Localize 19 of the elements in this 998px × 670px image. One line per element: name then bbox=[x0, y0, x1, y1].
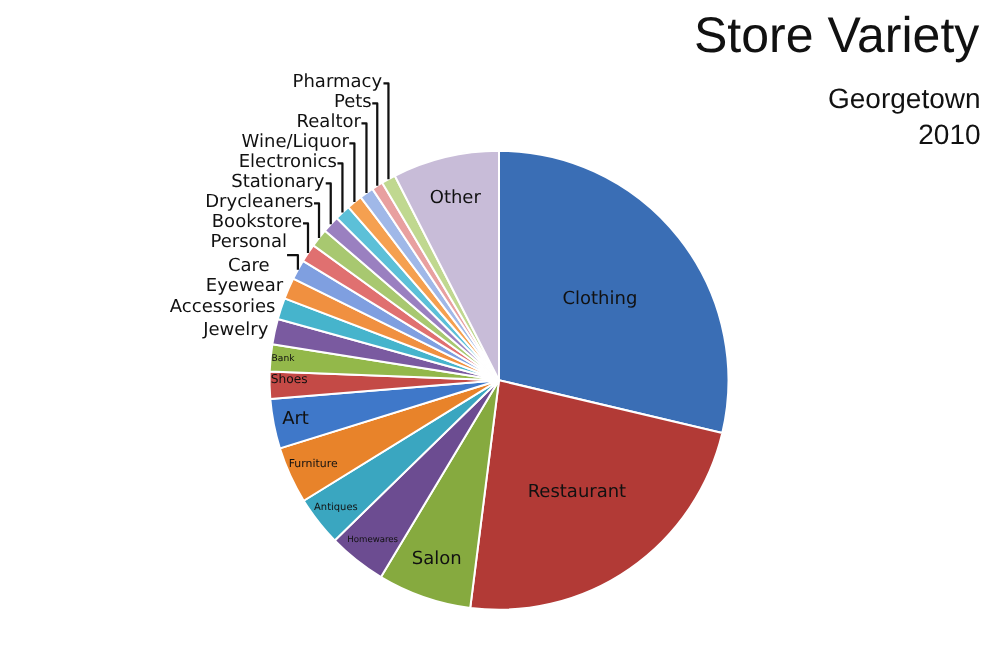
slice-label: Jewelry bbox=[201, 321, 270, 342]
slice-label: Clothing bbox=[562, 290, 638, 311]
slice-label: Personal Care bbox=[210, 233, 288, 277]
slice-label: Pharmacy bbox=[292, 73, 384, 94]
slice-label: Realtor bbox=[296, 113, 362, 134]
slice-label: Other bbox=[429, 189, 482, 210]
slice-label: Pets bbox=[333, 93, 373, 114]
slice-label: Wine/Liquor bbox=[241, 133, 350, 154]
slice-label: Bookstore bbox=[211, 213, 303, 234]
slice-label: Eyewear bbox=[205, 276, 284, 297]
text: Store Variety bbox=[694, 8, 981, 64]
slice-label: Restaurant bbox=[527, 483, 628, 504]
slice-label: Accessories bbox=[169, 297, 276, 318]
slice-label: Stationary bbox=[231, 173, 326, 194]
text: Georgetown 2010 bbox=[828, 82, 981, 151]
slice-label: Electronics bbox=[238, 153, 338, 174]
slice-label: Salon bbox=[411, 550, 462, 571]
slice-label: Art bbox=[282, 409, 310, 430]
slice-label: Drycleaners bbox=[205, 193, 315, 214]
